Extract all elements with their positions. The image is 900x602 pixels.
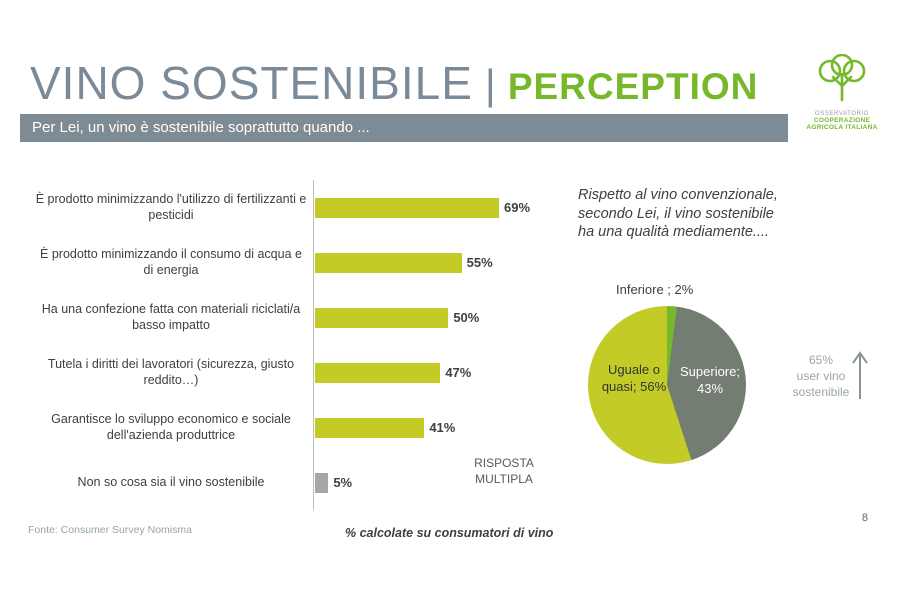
bar-row: Ha una confezione fatta con materiali ri… — [35, 290, 580, 345]
bar-category-label: Tutela i diritti dei lavoratori (sicurez… — [47, 356, 295, 387]
question-banner: Per Lei, un vino è sostenibile soprattut… — [20, 114, 788, 142]
logo-text-line2: COOPERAZIONE — [813, 117, 871, 124]
bar-category-label: È prodotto minimizzando il consumo di ac… — [40, 246, 302, 277]
bar-chart: È prodotto minimizzando l'utilizzo di fe… — [35, 180, 580, 510]
bar-track: 41% — [313, 400, 573, 455]
bar-value-label: 55% — [466, 255, 493, 270]
bar — [315, 417, 425, 438]
bar-value-label: 47% — [445, 365, 472, 380]
bar-category-label: È prodotto minimizzando l'utilizzo di fe… — [35, 191, 307, 222]
pie-annotation-line2: user vino — [796, 369, 846, 384]
footer-note: % calcolate su consumatori di vino — [345, 526, 554, 540]
bar-row: Garantisce lo sviluppo economico e socia… — [35, 400, 580, 455]
bar-category-label: Non so cosa sia il vino sostenibile — [77, 474, 265, 489]
bar-value-label: 5% — [333, 475, 353, 490]
bar — [315, 362, 441, 383]
bar-chart-note: RISPOSTA MULTIPLA — [474, 456, 534, 487]
bar-value-label: 50% — [453, 310, 480, 325]
footer-source: Fonte: Consumer Survey Nomisma — [28, 524, 192, 536]
pie-slice-label-inferiore: Inferiore ; 2% — [616, 282, 694, 297]
bar-track: 50% — [313, 290, 573, 345]
page-title: VINO SOSTENIBILE | PERCEPTION — [30, 56, 758, 110]
bar-row: È prodotto minimizzando il consumo di ac… — [35, 235, 580, 290]
logo-text-line3: AGRICOLA ITALIANA — [806, 124, 878, 131]
bar-row: Non so cosa sia il vino sostenibile 5% — [35, 455, 580, 510]
bar-value-label: 69% — [504, 200, 531, 215]
bar-category-label: Ha una confezione fatta con materiali ri… — [41, 301, 301, 332]
pie-chart-question: Rispetto al vino convenzionale, secondo … — [578, 187, 778, 241]
pie-chart-wrap: Uguale o quasi; 56% Superiore; 43% — [588, 306, 746, 464]
bar — [315, 472, 329, 493]
bar-track: 5% — [313, 455, 573, 510]
logo: OSSERVATORIO COOPERAZIONE AGRICOLA ITALI… — [796, 53, 888, 131]
bar-track: 47% — [313, 345, 573, 400]
bar — [315, 197, 499, 218]
bar — [315, 252, 462, 273]
pie-chart — [588, 306, 746, 464]
pie-annotation-line3: sostenibile — [792, 385, 850, 400]
bar-row: Tutela i diritti dei lavoratori (sicurez… — [35, 345, 580, 400]
title-main: VINO SOSTENIBILE — [30, 57, 473, 109]
bar-value-label: 41% — [429, 420, 456, 435]
pie-annotation: 65% user vino sostenibile — [789, 352, 853, 401]
title-accent: PERCEPTION — [507, 66, 759, 107]
pie-slice-label-superiore: Superiore; 43% — [680, 364, 740, 396]
title-separator: | — [484, 61, 496, 108]
arrow-up-icon — [851, 347, 869, 408]
bar-track: 55% — [313, 235, 573, 290]
bar-track: 69% — [313, 180, 573, 235]
page-number: 8 — [861, 512, 868, 524]
logo-text-line1: OSSERVATORIO — [814, 111, 870, 117]
logo-tree-icon — [813, 53, 871, 108]
bar-row: È prodotto minimizzando l'utilizzo di fe… — [35, 180, 580, 235]
pie-annotation-line1: 65% — [808, 353, 834, 367]
bar-category-label: Garantisce lo sviluppo economico e socia… — [51, 411, 291, 442]
bar — [315, 307, 449, 328]
pie-slice-label-uguale: Uguale o quasi; 56% — [601, 362, 667, 394]
